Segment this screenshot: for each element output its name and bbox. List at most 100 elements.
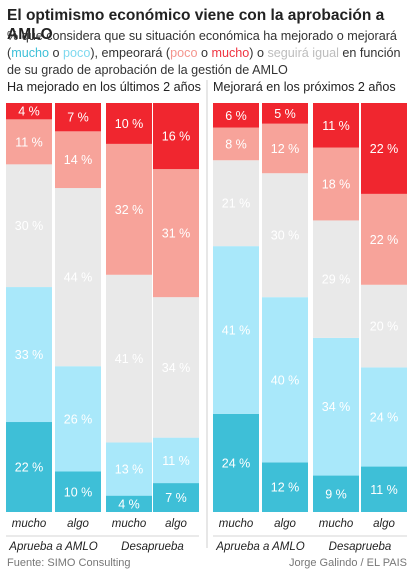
data-label: 10 % bbox=[64, 485, 93, 499]
bar-segment-mucho_mejor bbox=[6, 422, 52, 512]
bar-segment-poco_peor bbox=[6, 119, 52, 165]
subtitle-text: % que considera que su situación económi… bbox=[7, 29, 397, 43]
data-label: 41 % bbox=[115, 352, 144, 366]
bar-segment-poco_mejor bbox=[55, 366, 101, 472]
data-label: 12 % bbox=[271, 142, 300, 156]
data-label: 16 % bbox=[162, 130, 191, 144]
data-label: 5 % bbox=[274, 107, 296, 121]
data-label: 22 % bbox=[370, 142, 399, 156]
subtitle-text: o bbox=[197, 46, 212, 60]
data-label: 34 % bbox=[162, 361, 191, 375]
bar-segment-igual bbox=[106, 274, 152, 443]
data-label: 22 % bbox=[370, 233, 399, 247]
data-label: 41 % bbox=[222, 323, 251, 337]
panel-title-left: Ha mejorado en los últimos 2 años bbox=[7, 80, 201, 94]
bar-segment-mucho_mejor bbox=[153, 483, 199, 512]
bar-segment-mucho_mejor bbox=[55, 471, 101, 512]
bar-segment-poco_peor bbox=[55, 131, 101, 189]
bar-segment-poco_peor bbox=[106, 143, 152, 275]
bar-segment-mucho_peor bbox=[313, 103, 359, 148]
category-label: algo bbox=[165, 518, 187, 530]
bar-segment-igual bbox=[153, 297, 199, 438]
data-label: 24 % bbox=[370, 410, 399, 424]
data-label: 21 % bbox=[222, 197, 251, 211]
source-note: Fuente: SIMO Consulting bbox=[7, 557, 131, 569]
data-label: 22 % bbox=[15, 461, 44, 475]
data-label: 9 % bbox=[325, 487, 347, 501]
group-label: Desaprueba bbox=[121, 541, 184, 553]
bar-segment-igual bbox=[361, 284, 407, 368]
bar-segment-igual bbox=[55, 188, 101, 367]
data-label: 11 % bbox=[370, 483, 398, 497]
data-label: 29 % bbox=[322, 273, 351, 287]
bar-segment-poco_mejor bbox=[6, 287, 52, 423]
data-label: 7 % bbox=[67, 111, 89, 125]
data-label: 18 % bbox=[322, 177, 351, 191]
data-label: 11 % bbox=[162, 454, 190, 468]
data-label: 34 % bbox=[322, 400, 351, 414]
bar-segment-mucho_peor bbox=[153, 103, 199, 170]
bar-segment-poco_peor bbox=[153, 169, 199, 298]
data-label: 12 % bbox=[271, 481, 300, 495]
credit-note: Jorge Galindo / EL PAIS bbox=[288, 557, 407, 569]
subtitle-text: ), empeorará ( bbox=[90, 46, 171, 60]
bar-segment-mucho_mejor bbox=[361, 466, 407, 512]
category-label: mucho bbox=[112, 518, 147, 530]
bar-segment-poco_mejor bbox=[106, 442, 152, 496]
chart-title: El optimismo económico viene con la apro… bbox=[7, 7, 385, 43]
category-label: algo bbox=[373, 518, 395, 530]
bar-segment-poco_mejor bbox=[213, 246, 259, 414]
bar-segment-poco_peor bbox=[313, 147, 359, 221]
bar-segment-igual bbox=[313, 220, 359, 338]
bar-segment-mucho_mejor bbox=[313, 475, 359, 512]
bar-segment-mucho_mejor bbox=[106, 495, 152, 512]
subtitle-text: en función de su grado de aprobación de … bbox=[7, 46, 401, 77]
data-label: 7 % bbox=[165, 491, 187, 505]
legend-mucho-mejor: mucho bbox=[11, 46, 50, 60]
category-label: mucho bbox=[319, 518, 354, 530]
bar-segment-mucho_peor bbox=[262, 103, 308, 124]
data-label: 8 % bbox=[225, 137, 247, 151]
data-label: 40 % bbox=[271, 373, 300, 387]
data-label: 24 % bbox=[222, 456, 251, 470]
legend-mucho-peor: mucho bbox=[211, 46, 250, 60]
chart-subtitle: % que considera que su situación económi… bbox=[7, 28, 409, 79]
data-label: 14 % bbox=[64, 153, 93, 167]
bar-segment-mucho_peor bbox=[55, 103, 101, 132]
data-label: 13 % bbox=[115, 463, 144, 477]
data-label: 6 % bbox=[225, 109, 247, 123]
bar-segment-poco_peor bbox=[213, 127, 259, 161]
group-label: Aprueba a AMLO bbox=[215, 541, 304, 553]
category-label: algo bbox=[67, 518, 89, 530]
data-label: 30 % bbox=[15, 219, 44, 233]
subtitle-text: ( bbox=[7, 46, 12, 60]
legend-igual: seguirá igual bbox=[267, 46, 339, 60]
group-label: Aprueba a AMLO bbox=[8, 541, 97, 553]
data-label: 4 % bbox=[18, 105, 40, 119]
group-label: Desaprueba bbox=[329, 541, 392, 553]
subtitle-text: ) o bbox=[249, 46, 268, 60]
data-label: 26 % bbox=[64, 412, 93, 426]
data-label: 44 % bbox=[64, 271, 93, 285]
bar-segment-poco_mejor bbox=[153, 437, 199, 484]
data-label: 33 % bbox=[15, 348, 44, 362]
data-label: 11 % bbox=[15, 135, 43, 149]
legend-poco-peor: poco bbox=[170, 46, 198, 60]
data-label: 20 % bbox=[370, 320, 399, 334]
bar-segment-mucho_peor bbox=[361, 103, 407, 194]
bar-segment-poco_peor bbox=[361, 193, 407, 285]
bar-segment-poco_mejor bbox=[262, 297, 308, 463]
bar-segment-igual bbox=[6, 164, 52, 288]
subtitle-text: o bbox=[49, 46, 64, 60]
data-label: 31 % bbox=[162, 227, 191, 241]
data-label: 32 % bbox=[115, 203, 144, 217]
legend-poco-mejor: poco bbox=[63, 46, 91, 60]
bar-segment-igual bbox=[213, 160, 259, 247]
bar-segment-igual bbox=[262, 173, 308, 298]
bar-segment-poco_mejor bbox=[313, 337, 359, 476]
bar-segment-mucho_mejor bbox=[262, 462, 308, 512]
panel-title-right: Mejorará en los próximos 2 años bbox=[213, 80, 396, 94]
bar-segment-poco_peor bbox=[262, 123, 308, 174]
category-label: mucho bbox=[219, 518, 254, 530]
